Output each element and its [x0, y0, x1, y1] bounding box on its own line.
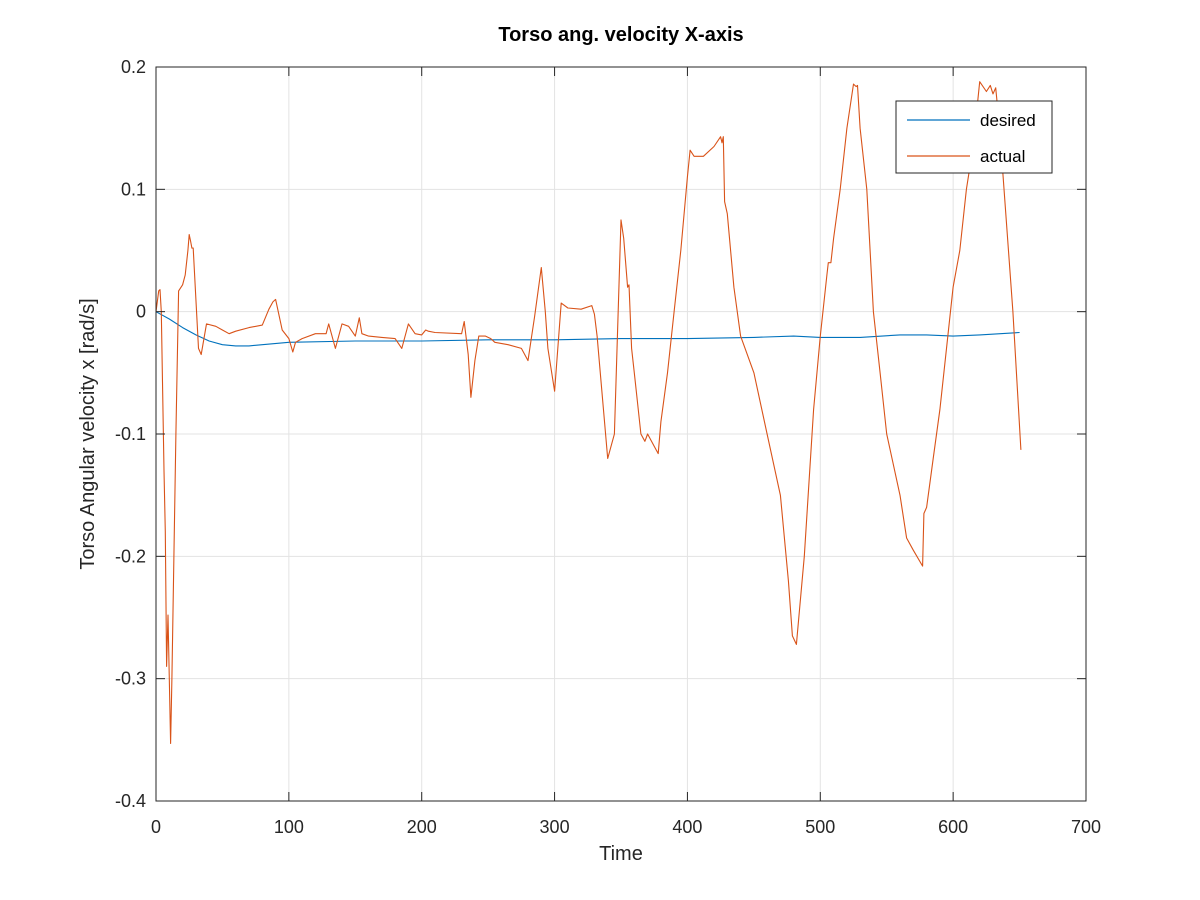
y-tick-label: -0.3: [115, 669, 146, 689]
legend-label-actual: actual: [980, 147, 1025, 166]
series-layer: [155, 81, 1022, 745]
y-axis-label: Torso Angular velocity x [rad/s]: [77, 298, 99, 569]
legend: desired actual: [895, 100, 1053, 174]
x-tick-label: 200: [407, 817, 437, 837]
legend-label-desired: desired: [980, 111, 1036, 130]
legend-box: [895, 100, 1053, 174]
y-tick-label: -0.1: [115, 424, 146, 444]
axis-ticks: [155, 66, 1087, 802]
x-tick-label: 700: [1071, 817, 1101, 837]
x-tick-label: 300: [540, 817, 570, 837]
x-tick-label: 500: [805, 817, 835, 837]
x-tick-label: 600: [938, 817, 968, 837]
y-tick-label: 0.1: [121, 179, 146, 199]
x-tick-label: 400: [672, 817, 702, 837]
y-tick-label: -0.2: [115, 546, 146, 566]
x-axis-label: Time: [599, 843, 643, 865]
x-tick-label: 100: [274, 817, 304, 837]
y-tick-label: 0.2: [121, 57, 146, 77]
y-tick-label: -0.4: [115, 791, 146, 811]
tick-labels: 0 100 200 300 400 500 600 700 0.2 0.1 0 -0.1 -0.2 -0.…: [115, 57, 1101, 837]
x-tick-label: 0: [151, 817, 161, 837]
series-line-desired: [155, 311, 1020, 347]
chart-title: Torso ang. velocity X-axis: [498, 24, 743, 46]
y-tick-label: 0: [136, 302, 146, 322]
series-line-actual: [155, 81, 1022, 745]
